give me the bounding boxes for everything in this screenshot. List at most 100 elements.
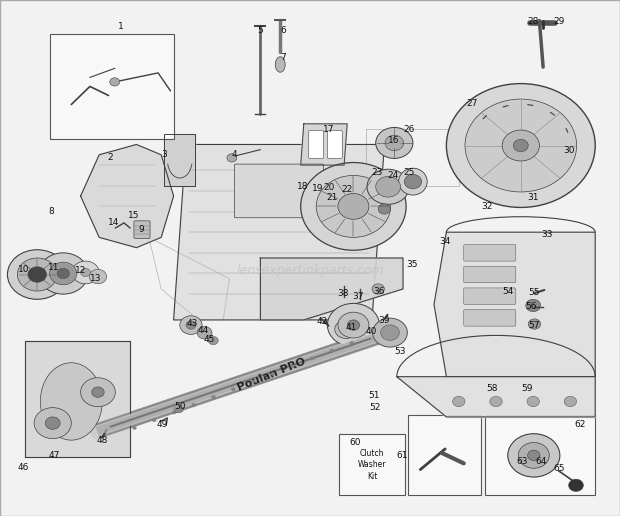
Circle shape (508, 433, 560, 477)
Polygon shape (260, 258, 403, 320)
Text: Kit: Kit (367, 472, 377, 481)
Text: 61: 61 (396, 450, 407, 460)
Circle shape (211, 395, 215, 398)
Text: 5: 5 (257, 26, 264, 36)
Circle shape (81, 268, 91, 277)
Text: 60: 60 (349, 438, 360, 447)
Circle shape (376, 127, 413, 158)
Text: 48: 48 (97, 436, 108, 445)
Text: 25: 25 (404, 168, 415, 178)
Text: 6: 6 (280, 26, 286, 36)
Polygon shape (397, 377, 595, 417)
Circle shape (50, 262, 77, 285)
Circle shape (251, 380, 255, 383)
Circle shape (465, 99, 577, 192)
Circle shape (316, 175, 391, 237)
Circle shape (330, 349, 334, 352)
Circle shape (335, 320, 357, 338)
Text: 7: 7 (280, 53, 286, 62)
Text: 44: 44 (198, 326, 209, 335)
Text: 50: 50 (174, 401, 185, 411)
Polygon shape (301, 124, 347, 165)
Ellipse shape (399, 168, 427, 195)
Circle shape (378, 204, 391, 214)
Bar (50, 34, 174, 139)
Polygon shape (25, 341, 130, 457)
Text: 46: 46 (18, 463, 29, 472)
Circle shape (174, 405, 184, 413)
Text: 58: 58 (487, 383, 498, 393)
Circle shape (186, 321, 196, 329)
Text: 51: 51 (369, 391, 380, 400)
Text: 64: 64 (535, 457, 546, 466)
Text: 38: 38 (338, 288, 349, 298)
Text: 23: 23 (371, 168, 383, 177)
Text: 57: 57 (529, 320, 540, 330)
Polygon shape (174, 144, 384, 320)
Text: 65: 65 (554, 464, 565, 473)
Circle shape (381, 325, 399, 341)
Text: 47: 47 (49, 450, 60, 460)
Text: 59: 59 (521, 383, 533, 393)
Text: 22: 22 (342, 185, 353, 195)
Circle shape (528, 450, 540, 460)
Circle shape (350, 342, 353, 345)
Circle shape (172, 411, 176, 414)
Text: Poulan PRO: Poulan PRO (236, 357, 307, 393)
FancyBboxPatch shape (464, 245, 516, 261)
Text: 11: 11 (48, 263, 60, 272)
Circle shape (291, 365, 294, 368)
Text: 41: 41 (345, 322, 356, 332)
Circle shape (404, 174, 422, 189)
Text: 12: 12 (75, 266, 86, 275)
Circle shape (180, 316, 202, 334)
Text: 28: 28 (528, 17, 539, 26)
Text: 39: 39 (379, 316, 390, 326)
Text: 53: 53 (395, 347, 406, 357)
Circle shape (301, 163, 406, 250)
Text: 2: 2 (107, 153, 113, 162)
Text: 43: 43 (187, 318, 198, 328)
Text: 13: 13 (91, 274, 102, 283)
Bar (485, 415, 595, 495)
Text: 21: 21 (327, 193, 338, 202)
Text: 20: 20 (323, 183, 334, 192)
Text: 37: 37 (353, 292, 364, 301)
Circle shape (231, 388, 235, 391)
Circle shape (367, 169, 409, 204)
Text: 35: 35 (406, 260, 417, 269)
Circle shape (526, 299, 541, 312)
Circle shape (192, 403, 195, 406)
Bar (339, 434, 405, 495)
FancyBboxPatch shape (234, 164, 324, 218)
Text: 24: 24 (388, 171, 399, 180)
Circle shape (338, 312, 369, 338)
FancyBboxPatch shape (464, 310, 516, 326)
Polygon shape (164, 134, 195, 186)
Circle shape (527, 396, 539, 407)
Circle shape (38, 253, 88, 294)
Text: 9: 9 (138, 224, 144, 234)
Circle shape (385, 135, 404, 151)
Ellipse shape (275, 57, 285, 72)
Text: 17: 17 (323, 124, 334, 134)
Circle shape (528, 319, 541, 329)
Circle shape (45, 417, 60, 429)
Text: 55: 55 (529, 287, 540, 297)
Circle shape (518, 443, 549, 469)
Circle shape (502, 130, 539, 161)
Polygon shape (81, 144, 174, 248)
Text: Clutch: Clutch (360, 449, 384, 458)
Text: 26: 26 (404, 124, 415, 134)
Text: 18: 18 (297, 182, 308, 191)
Circle shape (453, 396, 465, 407)
FancyBboxPatch shape (327, 131, 342, 158)
Circle shape (92, 387, 104, 397)
Text: 45: 45 (204, 335, 215, 344)
Text: 3: 3 (161, 150, 167, 159)
Circle shape (569, 479, 583, 491)
Text: 52: 52 (369, 403, 380, 412)
Text: lensexpertinkparts.com: lensexpertinkparts.com (236, 264, 384, 277)
Circle shape (57, 268, 69, 279)
Bar (408, 415, 481, 495)
